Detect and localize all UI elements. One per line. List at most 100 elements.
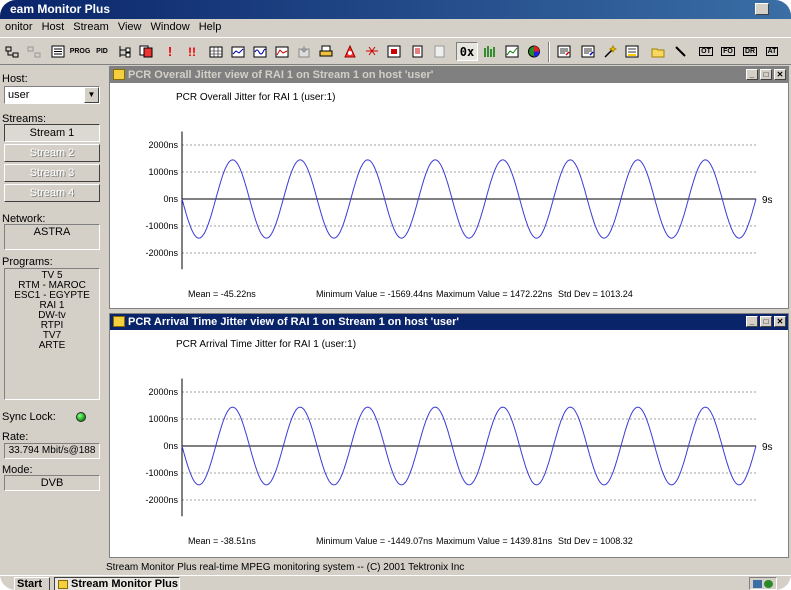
list-icon[interactable] bbox=[48, 42, 68, 61]
window-titlebar[interactable]: PCR Overall Jitter view of RAI 1 on Stre… bbox=[110, 67, 788, 83]
minimize-icon[interactable]: _ bbox=[746, 316, 758, 327]
app-title: eam Monitor Plus bbox=[10, 2, 111, 16]
program-item[interactable]: ESC1 - EGYPTE bbox=[14, 290, 90, 301]
probe-icon[interactable] bbox=[670, 42, 690, 61]
close-icon[interactable]: ✕ bbox=[774, 69, 786, 80]
document-disabled-icon[interactable] bbox=[430, 42, 450, 61]
scope-icon[interactable] bbox=[272, 42, 292, 61]
double-alarm-icon[interactable]: !! bbox=[188, 44, 196, 59]
trigger-icon[interactable] bbox=[362, 42, 382, 61]
menu-bar: onitor Host Stream View Window Help bbox=[0, 19, 791, 37]
x-axis-end-label: 9s bbox=[762, 195, 773, 206]
taskbar: Start Stream Monitor Plus bbox=[0, 575, 791, 590]
hex-view-button[interactable]: 0x bbox=[456, 42, 478, 61]
tile-disabled-icon[interactable] bbox=[24, 42, 44, 61]
chart-window-icon bbox=[113, 69, 125, 80]
streams-label: Streams: bbox=[2, 113, 47, 125]
y-tick-label: 1000ns bbox=[148, 414, 178, 424]
close-icon[interactable]: ✕ bbox=[774, 316, 786, 327]
overall-jitter-window: PCR Overall Jitter view of RAI 1 on Stre… bbox=[109, 66, 789, 309]
pie-chart-icon[interactable] bbox=[524, 42, 544, 61]
chart-icon[interactable] bbox=[228, 42, 248, 61]
program-item[interactable]: TV 5 bbox=[41, 270, 63, 281]
mode-label: Mode: bbox=[2, 464, 33, 476]
wave-chart-icon[interactable] bbox=[250, 42, 270, 61]
program-item[interactable]: RAI 1 bbox=[39, 300, 65, 311]
host-select[interactable]: user ▼ bbox=[4, 86, 100, 104]
maximize-icon[interactable]: □ bbox=[760, 69, 772, 80]
settings-icon[interactable] bbox=[554, 42, 574, 61]
program-item[interactable]: TV7 bbox=[42, 330, 62, 341]
program-item[interactable]: ARTE bbox=[38, 340, 66, 351]
record-icon[interactable] bbox=[384, 42, 404, 61]
tree-icon[interactable] bbox=[114, 42, 134, 61]
minimize-icon[interactable]: _ bbox=[746, 69, 758, 80]
jitter-series-line bbox=[181, 406, 757, 486]
stat-min: Minimum Value = -1449.07ns bbox=[316, 536, 433, 546]
stream-button-1[interactable]: Stream 1 bbox=[4, 124, 100, 142]
toolbar-separator bbox=[548, 42, 550, 62]
chart-title: PCR Arrival Time Jitter for RAI 1 (user:… bbox=[176, 339, 356, 350]
program-item[interactable]: RTM - MAROC bbox=[18, 280, 86, 291]
menu-window[interactable]: Window bbox=[150, 21, 190, 33]
network-label: Network: bbox=[2, 213, 46, 225]
x-axis-end-label: 9s bbox=[762, 442, 773, 453]
stream-button-2[interactable]: Stream 2 bbox=[4, 144, 100, 162]
folder-icon[interactable] bbox=[648, 42, 668, 61]
stat-max: Maximum Value = 1472.22ns bbox=[436, 289, 553, 299]
y-tick-label: 1000ns bbox=[148, 167, 178, 177]
stream-button-4[interactable]: Stream 4 bbox=[4, 184, 100, 202]
menu-host[interactable]: Host bbox=[41, 21, 65, 33]
ot-button[interactable]: OT bbox=[699, 47, 713, 56]
config-icon[interactable] bbox=[578, 42, 598, 61]
histogram-icon[interactable] bbox=[480, 42, 500, 61]
wand-icon[interactable] bbox=[600, 42, 620, 61]
start-button[interactable]: Start bbox=[14, 577, 50, 590]
pid-button[interactable]: PID bbox=[96, 48, 108, 55]
sync-lock-label: Sync Lock: bbox=[2, 411, 56, 423]
stream-button-3[interactable]: Stream 3 bbox=[4, 164, 100, 182]
alarm-icon[interactable]: ! bbox=[167, 44, 173, 59]
program-item[interactable]: DW-tv bbox=[38, 310, 66, 321]
tile-icon[interactable] bbox=[2, 42, 22, 61]
grid-chart-icon[interactable] bbox=[206, 42, 226, 61]
menu-stream[interactable]: Stream bbox=[73, 21, 109, 33]
system-tray bbox=[749, 577, 777, 590]
print-icon[interactable] bbox=[316, 42, 336, 61]
program-item[interactable]: RTPI bbox=[40, 320, 64, 331]
alert-config-icon[interactable] bbox=[340, 42, 360, 61]
stat-min: Minimum Value = -1569.44ns bbox=[316, 289, 433, 299]
maximize-icon[interactable]: □ bbox=[760, 316, 772, 327]
document-icon[interactable] bbox=[408, 42, 428, 61]
chevron-down-icon[interactable]: ▼ bbox=[84, 87, 99, 103]
taskbar-app-button[interactable]: Stream Monitor Plus bbox=[54, 577, 180, 590]
arrival-jitter-chart: PCR Arrival Time Jitter for RAI 1 (user:… bbox=[145, 339, 773, 546]
menu-view[interactable]: View bbox=[117, 21, 142, 33]
volume-tray-icon[interactable] bbox=[764, 580, 773, 588]
window-titlebar[interactable]: PCR Arrival Time Jitter view of RAI 1 on… bbox=[110, 314, 788, 330]
dr-button[interactable]: DR bbox=[742, 47, 758, 56]
sync-lock-led-icon bbox=[76, 412, 86, 422]
table-chart-icon[interactable] bbox=[502, 42, 522, 61]
filter-icon[interactable] bbox=[622, 42, 642, 61]
y-tick-label: 0ns bbox=[163, 441, 178, 451]
network-tray-icon[interactable] bbox=[753, 580, 762, 588]
prog-button[interactable]: PROG bbox=[69, 48, 91, 55]
arrival-jitter-window: PCR Arrival Time Jitter view of RAI 1 on… bbox=[109, 313, 789, 558]
status-bar: Stream Monitor Plus real-time MPEG monit… bbox=[106, 562, 465, 573]
menu-monitor[interactable]: onitor bbox=[5, 21, 33, 33]
left-panel: Host: user ▼ Streams: Stream 1 Stream 2 … bbox=[0, 66, 104, 566]
chart-title: PCR Overall Jitter for RAI 1 (user:1) bbox=[176, 92, 335, 103]
copy-icon[interactable] bbox=[136, 42, 156, 61]
menu-help[interactable]: Help bbox=[198, 21, 222, 33]
app-titlebar[interactable]: eam Monitor Plus bbox=[0, 0, 791, 19]
minimize-button[interactable] bbox=[755, 3, 769, 15]
chart-window-icon bbox=[113, 316, 125, 327]
host-label: Host: bbox=[2, 73, 28, 85]
fo-button[interactable]: FO bbox=[721, 47, 735, 56]
export-icon[interactable] bbox=[294, 42, 314, 61]
programs-label: Programs: bbox=[2, 256, 53, 268]
y-tick-label: -1000ns bbox=[145, 221, 178, 231]
at-button[interactable]: AT bbox=[765, 47, 779, 56]
stat-std: Std Dev = 1008.32 bbox=[558, 536, 633, 546]
